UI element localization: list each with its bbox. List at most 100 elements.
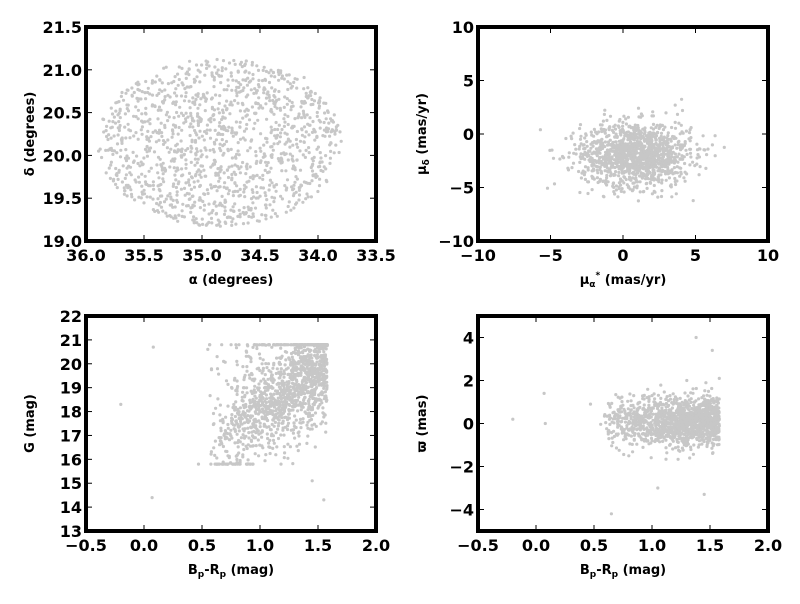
data-point (290, 126, 293, 129)
data-point (625, 158, 628, 161)
data-point (323, 111, 326, 114)
data-point (292, 187, 295, 190)
data-point (239, 83, 242, 86)
data-point (622, 166, 625, 169)
data-point (660, 132, 663, 135)
data-point (221, 69, 224, 72)
data-point (185, 77, 188, 80)
data-point (261, 446, 264, 449)
data-point (668, 176, 671, 179)
data-point (631, 137, 634, 140)
data-point (622, 453, 625, 456)
data-point (210, 97, 213, 100)
data-point (230, 178, 233, 181)
data-point (108, 120, 111, 123)
data-point (193, 186, 196, 189)
data-point (311, 174, 314, 177)
data-point (280, 128, 283, 131)
data-point (281, 161, 284, 164)
data-point (177, 214, 180, 217)
data-point (116, 101, 119, 104)
data-point (233, 441, 236, 444)
data-point (296, 409, 299, 412)
data-point (277, 422, 280, 425)
data-point (308, 116, 311, 119)
data-point (578, 145, 581, 148)
data-point (577, 170, 580, 173)
data-point (309, 355, 312, 358)
data-point (261, 107, 264, 110)
data-point (186, 116, 189, 119)
data-point (200, 176, 203, 179)
data-point (218, 94, 221, 97)
plot-frame (478, 27, 768, 241)
data-point (235, 360, 238, 363)
data-point (251, 373, 254, 376)
data-point (670, 126, 673, 129)
data-point (326, 130, 329, 133)
data-point (192, 215, 195, 218)
data-point (281, 406, 284, 409)
data-point (127, 123, 130, 126)
data-point (249, 416, 252, 419)
data-point (279, 374, 282, 377)
data-point (175, 194, 178, 197)
data-point (276, 367, 279, 370)
data-point (643, 129, 646, 132)
data-point (674, 104, 677, 107)
data-point (177, 84, 180, 87)
data-point (315, 376, 318, 379)
data-point (322, 415, 325, 418)
data-point (243, 195, 246, 198)
data-point (292, 387, 295, 390)
data-point (296, 399, 299, 402)
data-point (276, 215, 279, 218)
data-point (267, 378, 270, 381)
data-point (324, 154, 327, 157)
data-point (659, 384, 662, 387)
data-point (282, 151, 285, 154)
data-point (225, 108, 228, 111)
data-point (316, 190, 319, 193)
data-point (237, 141, 240, 144)
data-point (656, 124, 659, 127)
data-point (261, 417, 264, 420)
data-point (174, 103, 177, 106)
data-point (265, 397, 268, 400)
data-point (241, 365, 244, 368)
data-point (257, 96, 260, 99)
data-point (306, 377, 309, 380)
data-point (210, 221, 213, 224)
data-point (206, 348, 209, 351)
data-point (627, 154, 630, 157)
data-point (161, 167, 164, 170)
data-point (575, 152, 578, 155)
data-point (298, 351, 301, 354)
data-point (321, 420, 324, 423)
y-tick-label: 20 (60, 355, 82, 374)
data-point (239, 188, 242, 191)
data-point (166, 146, 169, 149)
data-point (123, 186, 126, 189)
data-point (684, 180, 687, 183)
data-point (284, 358, 287, 361)
data-point (297, 430, 300, 433)
data-point (213, 65, 216, 68)
x-axis-label: Bp-Rp (mag) (188, 563, 274, 580)
data-point (655, 166, 658, 169)
data-point (615, 133, 618, 136)
data-point (259, 357, 262, 360)
data-point (221, 463, 224, 466)
data-point (258, 85, 261, 88)
data-point (148, 122, 151, 125)
data-point (260, 213, 263, 216)
data-point (232, 423, 235, 426)
data-point (324, 167, 327, 170)
data-point (208, 64, 211, 67)
data-point (633, 126, 636, 129)
data-point (152, 184, 155, 187)
data-point (289, 108, 292, 111)
data-point (111, 149, 114, 152)
data-point (294, 175, 297, 178)
data-point (592, 169, 595, 172)
